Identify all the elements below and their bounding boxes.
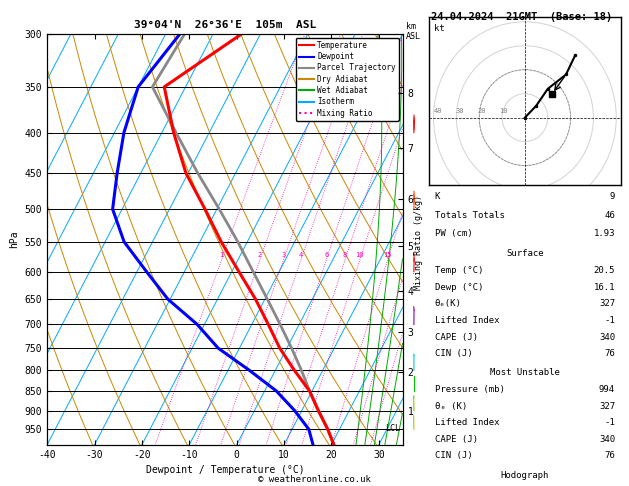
- Text: 1: 1: [220, 252, 224, 258]
- Text: LCL: LCL: [385, 424, 400, 433]
- Text: 327: 327: [599, 401, 615, 411]
- Text: 16.1: 16.1: [594, 282, 615, 292]
- Text: 30: 30: [455, 108, 464, 114]
- Text: 10: 10: [355, 252, 364, 258]
- Text: θₑ(K): θₑ(K): [435, 299, 462, 308]
- Text: Pressure (mb): Pressure (mb): [435, 385, 504, 394]
- Text: CAPE (J): CAPE (J): [435, 332, 478, 342]
- Text: 1.93: 1.93: [594, 229, 615, 238]
- Text: 40: 40: [434, 108, 442, 114]
- Text: 3: 3: [281, 252, 286, 258]
- Text: Most Unstable: Most Unstable: [490, 368, 560, 377]
- Text: -1: -1: [604, 316, 615, 325]
- Text: 76: 76: [604, 349, 615, 358]
- Text: 327: 327: [599, 299, 615, 308]
- Text: 10: 10: [499, 108, 508, 114]
- X-axis label: Dewpoint / Temperature (°C): Dewpoint / Temperature (°C): [145, 465, 304, 475]
- Text: Totals Totals: Totals Totals: [435, 210, 504, 220]
- Text: 4: 4: [299, 252, 303, 258]
- Text: Lifted Index: Lifted Index: [435, 316, 499, 325]
- Text: 76: 76: [604, 451, 615, 460]
- Text: 340: 340: [599, 332, 615, 342]
- Text: 20: 20: [477, 108, 486, 114]
- Text: K: K: [435, 192, 440, 201]
- Text: © weatheronline.co.uk: © weatheronline.co.uk: [258, 474, 371, 484]
- Text: Surface: Surface: [506, 249, 543, 258]
- Text: 15: 15: [383, 252, 392, 258]
- Text: PW (cm): PW (cm): [435, 229, 472, 238]
- Text: 6: 6: [324, 252, 328, 258]
- Text: km
ASL: km ASL: [406, 22, 421, 41]
- Text: Mixing Ratio (g/kg): Mixing Ratio (g/kg): [414, 195, 423, 291]
- Text: kt: kt: [433, 24, 444, 33]
- Text: Hodograph: Hodograph: [501, 471, 549, 480]
- Text: Temp (°C): Temp (°C): [435, 266, 483, 275]
- Text: Lifted Index: Lifted Index: [435, 418, 499, 427]
- Text: 340: 340: [599, 434, 615, 444]
- Text: θₑ (K): θₑ (K): [435, 401, 467, 411]
- Text: 9: 9: [610, 192, 615, 201]
- Text: 994: 994: [599, 385, 615, 394]
- Text: 46: 46: [604, 210, 615, 220]
- Text: CAPE (J): CAPE (J): [435, 434, 478, 444]
- Title: 39°04'N  26°36'E  105m  ASL: 39°04'N 26°36'E 105m ASL: [134, 20, 316, 31]
- Text: Dewp (°C): Dewp (°C): [435, 282, 483, 292]
- Y-axis label: hPa: hPa: [9, 230, 19, 248]
- Text: CIN (J): CIN (J): [435, 349, 472, 358]
- Text: 2: 2: [258, 252, 262, 258]
- Text: 24.04.2024  21GMT  (Base: 18): 24.04.2024 21GMT (Base: 18): [431, 12, 612, 22]
- Text: -1: -1: [604, 418, 615, 427]
- Text: 8: 8: [343, 252, 347, 258]
- Text: 20.5: 20.5: [594, 266, 615, 275]
- Legend: Temperature, Dewpoint, Parcel Trajectory, Dry Adiabat, Wet Adiabat, Isotherm, Mi: Temperature, Dewpoint, Parcel Trajectory…: [296, 38, 399, 121]
- Text: CIN (J): CIN (J): [435, 451, 472, 460]
